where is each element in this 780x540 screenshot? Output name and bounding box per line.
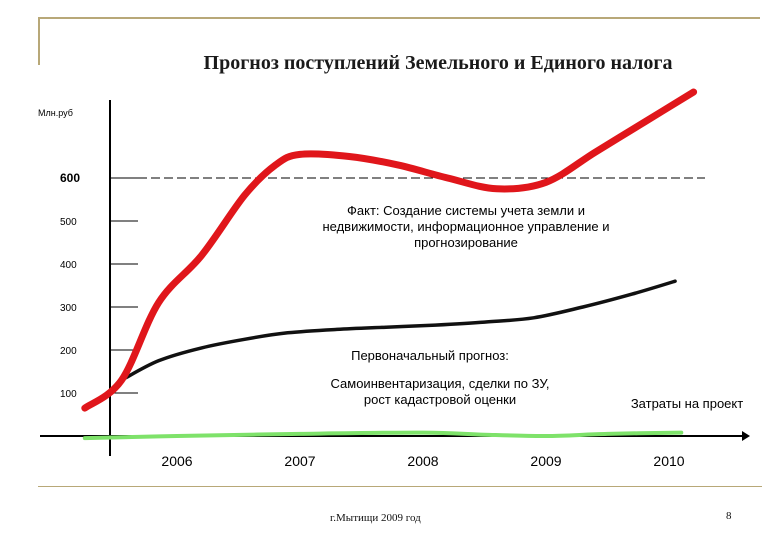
annotation-forecast-line-2: рост кадастровой оценки — [363, 392, 517, 407]
frame-left-line — [38, 17, 40, 65]
frame-bottom-line — [38, 486, 762, 487]
y-tick-label-300: 300 — [60, 303, 77, 314]
frame-top-line — [38, 17, 760, 19]
x-tick-label-2008: 2008 — [407, 453, 438, 469]
y-tick-label-500: 500 — [60, 217, 77, 228]
slide-title-wrap: Прогноз поступлений Земельного и Единого… — [0, 52, 780, 75]
x-tick-label-2009: 2009 — [530, 453, 561, 469]
annotation-fact: Факт: Создание системы учета земли и нед… — [276, 203, 656, 251]
page-number: 8 — [726, 510, 732, 522]
slide-title: Прогноз поступлений Земельного и Единого… — [203, 52, 673, 74]
series-costs-line — [82, 430, 684, 441]
series-fact-line — [81, 88, 698, 412]
annotation-forecast: Самоинвентаризация, сделки по ЗУ, рост к… — [270, 376, 610, 408]
y-tick-label-600: 600 — [60, 171, 80, 185]
y-tick-label-200: 200 — [60, 346, 77, 357]
annotation-fact-line-3: прогнозирование — [414, 235, 518, 250]
series-forecast-line — [119, 279, 677, 382]
x-axis-arrow — [742, 431, 750, 441]
annotation-forecast-line-1: Самоинвентаризация, сделки по ЗУ, — [330, 376, 550, 391]
x-tick-label-2006: 2006 — [161, 453, 192, 469]
y-tick-label-100: 100 — [60, 389, 77, 400]
annotation-costs: Затраты на проект — [630, 396, 744, 411]
footer-city-year: г.Мытищи 2009 год — [330, 512, 421, 524]
x-tick-label-2007: 2007 — [284, 453, 315, 469]
x-tick-label-2010: 2010 — [653, 453, 684, 469]
annotation-fact-line-2: недвижимости, информационное управление … — [322, 219, 610, 234]
annotation-forecast-head: Первоначальный прогноз: — [351, 348, 509, 363]
annotation-fact-line-1: Факт: Создание системы учета земли и — [347, 203, 585, 218]
y-axis-label: Млн.руб — [38, 108, 73, 118]
y-tick-label-400: 400 — [60, 260, 77, 271]
